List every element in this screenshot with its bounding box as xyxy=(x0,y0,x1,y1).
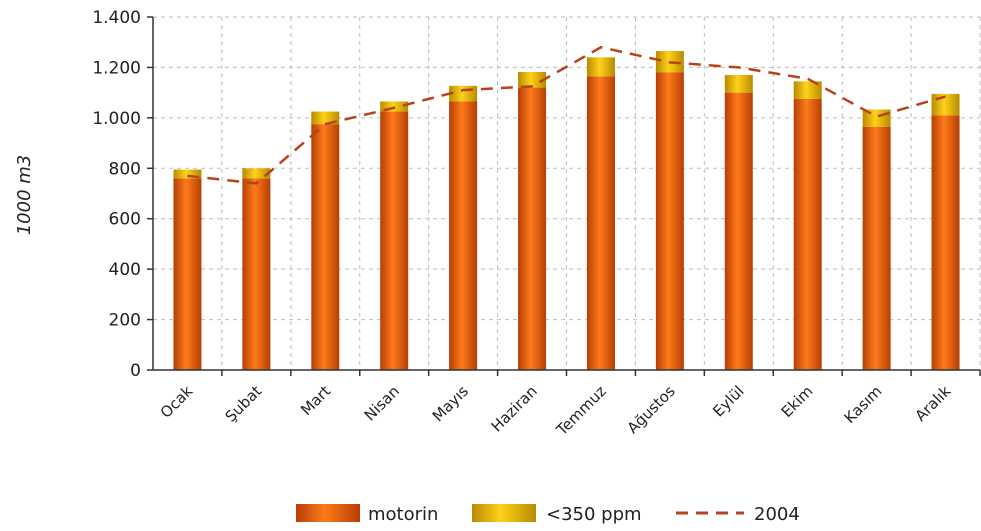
axes xyxy=(147,16,981,376)
bar-motorin xyxy=(311,124,340,371)
y-tick-label: 0 xyxy=(130,361,141,381)
bar-motorin xyxy=(380,111,409,370)
legend-label-350ppm: <350 ppm xyxy=(546,504,642,525)
bar-motorin xyxy=(655,72,684,370)
bars xyxy=(173,51,960,371)
x-tick-label: Ağustos xyxy=(624,382,679,437)
y-axis-title: 1000 m3 xyxy=(14,155,35,236)
bar-350ppm xyxy=(173,169,202,179)
grid xyxy=(153,16,981,370)
bar-350ppm xyxy=(242,168,271,179)
legend-swatch-motorin xyxy=(296,504,360,522)
x-tick-label: Temmuz xyxy=(552,382,610,440)
y-tick-label: 200 xyxy=(109,311,141,331)
bar-motorin xyxy=(173,178,202,370)
x-tick-label: Şubat xyxy=(222,382,266,426)
bar-350ppm xyxy=(724,74,753,93)
x-tick-label: Ocak xyxy=(157,382,197,422)
x-tick-label: Mart xyxy=(297,382,334,419)
bar-motorin xyxy=(724,92,753,371)
bar-350ppm xyxy=(586,57,615,77)
bar-motorin xyxy=(862,126,891,370)
line-2004 xyxy=(187,45,946,185)
legend-label-motorin: motorin xyxy=(368,504,438,525)
y-tick-label: 1.200 xyxy=(92,58,141,78)
bar-motorin xyxy=(586,76,615,370)
y-tick-label: 1.000 xyxy=(92,109,141,129)
x-tick-label: Nisan xyxy=(361,382,403,424)
bar-motorin xyxy=(931,115,960,370)
y-tick-label: 600 xyxy=(109,210,141,230)
x-tick-label: Ekim xyxy=(778,382,817,421)
bar-motorin xyxy=(449,101,478,370)
x-tick-label: Eylül xyxy=(709,382,747,420)
legend-swatch-350ppm xyxy=(472,504,536,522)
bar-motorin xyxy=(242,178,271,370)
bar-motorin xyxy=(793,98,822,371)
bar-motorin xyxy=(518,87,547,370)
y-tick-label: 1.400 xyxy=(92,8,141,28)
x-tick-label: Kasım xyxy=(841,382,886,427)
x-tick-label: Mayıs xyxy=(429,382,472,425)
legend-label-2004: 2004 xyxy=(754,504,800,525)
bar-350ppm xyxy=(311,111,340,125)
line-series xyxy=(187,45,946,185)
bar-350ppm xyxy=(518,71,547,88)
x-tick-label: Haziran xyxy=(488,382,541,435)
y-tick-label: 400 xyxy=(109,260,141,280)
bar-350ppm xyxy=(793,81,822,99)
legend: motorin <350 ppm 2004 xyxy=(296,504,800,525)
x-tick-label: Aralık xyxy=(911,382,954,425)
y-tick-label: 800 xyxy=(109,159,141,179)
